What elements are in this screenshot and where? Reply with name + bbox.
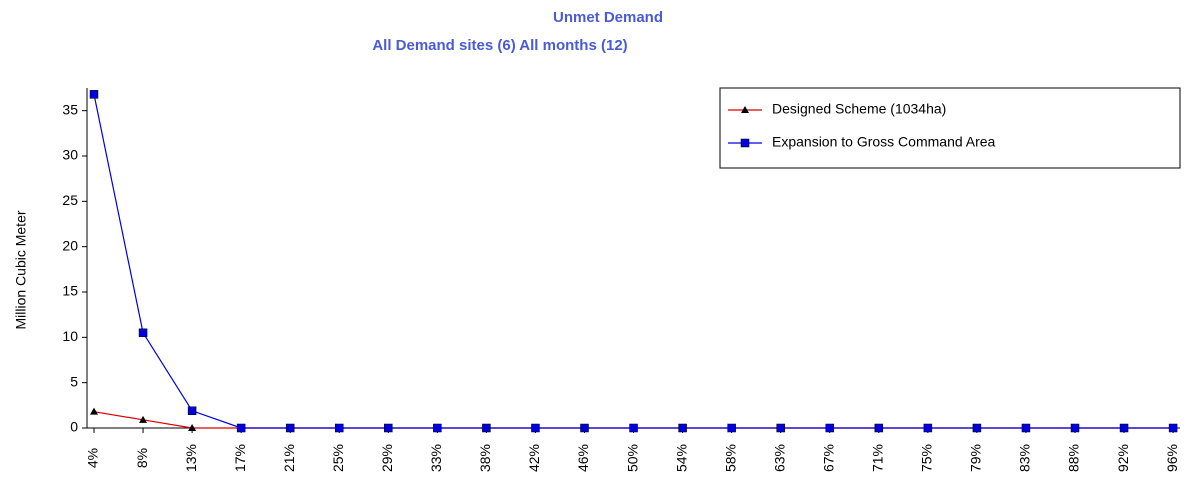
y-tick-label: 5 [70,373,78,389]
chart-title: Unmet Demand [553,9,663,26]
point [482,423,491,433]
point [678,423,687,433]
x-tick-label: 13% [183,444,199,472]
x-tick-label: 4% [85,448,101,468]
x-tick-label: 8% [134,448,150,468]
point [433,423,442,433]
point [139,415,148,423]
x-tick-label: 38% [477,444,493,472]
point [187,406,197,416]
y-tick-label: 35 [62,101,78,117]
point [89,90,99,99]
point [188,424,197,431]
x-tick-label: 17% [232,444,248,472]
x-tick-label: 83% [1017,444,1033,472]
point [335,423,344,433]
point [384,423,393,433]
chart-subtitle: All Demand sites (6) All months (12) [372,37,627,54]
point [531,423,540,433]
point [90,407,98,415]
legend-label: Designed Scheme (1034ha) [772,101,946,117]
x-tick-label: 88% [1066,444,1082,472]
point [1021,423,1031,433]
point [972,423,982,433]
y-tick-label: 15 [62,283,78,299]
point [740,138,750,148]
x-tick-label: 75% [919,444,935,472]
point [1119,423,1129,433]
point [776,423,785,433]
x-tick-label: 42% [526,444,542,472]
point [629,423,638,433]
point [874,423,884,433]
point [825,423,834,433]
legend-label: Expansion to Gross Command Area [772,134,996,150]
x-tick-label: 71% [870,444,886,472]
x-tick-label: 33% [428,444,444,472]
x-tick-label: 92% [1115,444,1131,472]
y-tick-label: 30 [62,147,78,163]
point [1168,423,1178,433]
x-tick-label: 25% [330,444,346,472]
x-tick-label: 63% [771,444,787,472]
point [138,328,148,338]
y-tick-label: 0 [70,419,78,435]
y-tick-label: 25 [62,192,78,208]
point [1070,423,1080,433]
x-tick-label: 67% [820,444,836,472]
x-tick-label: 79% [968,444,984,472]
x-tick-label: 21% [281,444,297,472]
point [236,423,246,433]
x-tick-label: 29% [379,444,395,472]
x-tick-label: 58% [722,444,738,472]
x-tick-label: 50% [624,444,640,472]
x-tick-label: 96% [1164,444,1180,472]
y-tick-label: 20 [62,237,78,253]
y-tick-label: 10 [62,328,78,344]
point [727,423,736,433]
point [580,423,589,433]
x-tick-label: 46% [575,444,591,472]
point [923,423,933,433]
point [285,423,295,433]
x-tick-label: 54% [673,444,689,472]
point [741,106,749,113]
legend [719,87,1181,169]
y-axis-label: Million Cubic Meter [13,210,29,329]
